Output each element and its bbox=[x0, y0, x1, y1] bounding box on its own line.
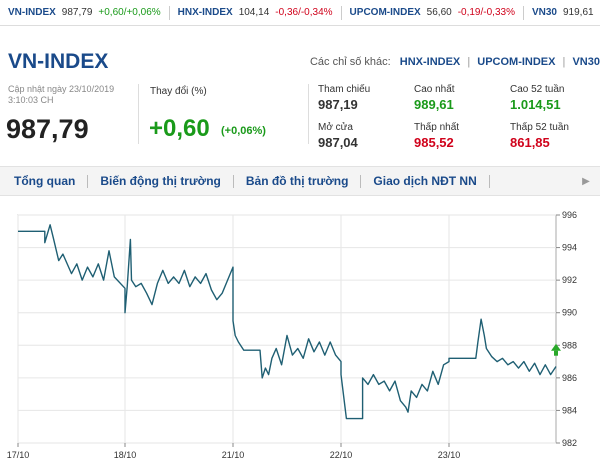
stat-value: 861,85 bbox=[510, 135, 550, 150]
ticker-price: 56,60 bbox=[426, 7, 452, 18]
ticker-name: VN-INDEX bbox=[8, 7, 56, 18]
ticker-change: -0,36/-0,34% bbox=[275, 7, 333, 18]
divider: | bbox=[467, 56, 471, 68]
x-tick-label: 23/10 bbox=[438, 450, 461, 460]
stat-high-52w: Cao 52 tuần 1.014,51 bbox=[510, 84, 565, 112]
y-tick-label: 990 bbox=[562, 308, 577, 318]
ticker-bar: VN-INDEX 987,79 +0,60/+0,06% HNX-INDEX 1… bbox=[0, 0, 600, 26]
stat-low-52w: Thấp 52 tuần 861,85 bbox=[510, 122, 569, 150]
change-label: Thay đổi (%) bbox=[150, 86, 207, 97]
divider: | bbox=[562, 56, 566, 68]
y-tick-label: 996 bbox=[562, 210, 577, 220]
link-vn30[interactable]: VN30 bbox=[572, 56, 600, 68]
plot-frame bbox=[17, 214, 557, 444]
stat-value: 1.014,51 bbox=[510, 97, 561, 112]
divider bbox=[138, 84, 139, 144]
ticker-item-upcomindex[interactable]: UPCOM-INDEX 56,60 -0,19/-0,33% bbox=[342, 5, 524, 20]
ticker-item-vnindex[interactable]: VN-INDEX 987,79 +0,60/+0,06% bbox=[0, 5, 170, 20]
ticker-item-hnxindex[interactable]: HNX-INDEX 104,14 -0,36/-0,34% bbox=[170, 5, 342, 20]
stat-label: Thấp nhất bbox=[414, 122, 460, 133]
intraday-chart: 982 984 986 988 990 992 994 996 17/10 18/10 21/10 2… bbox=[7, 210, 577, 460]
x-tick-label: 22/10 bbox=[330, 450, 353, 460]
change-percent: (+0,06%) bbox=[221, 125, 266, 137]
stat-value: 989,61 bbox=[414, 97, 454, 112]
current-price: 987,79 bbox=[6, 114, 89, 144]
stat-label: Cao nhất bbox=[414, 84, 455, 95]
stat-value: 985,52 bbox=[414, 135, 454, 150]
tab-market-movement[interactable]: Biến động thị trường bbox=[88, 174, 234, 188]
other-indices-label: Các chỉ số khác: bbox=[309, 56, 391, 68]
up-arrow-icon bbox=[554, 350, 558, 356]
stat-high: Cao nhất 989,61 bbox=[414, 84, 455, 112]
stat-label: Mở cửa bbox=[318, 122, 353, 133]
y-tick-label: 984 bbox=[562, 405, 577, 415]
stat-label: Cao 52 tuần bbox=[510, 84, 565, 95]
price-line bbox=[18, 224, 557, 420]
stat-value: 987,19 bbox=[318, 97, 358, 112]
tab-overview[interactable]: Tổng quan bbox=[0, 174, 89, 188]
stat-value: 987,04 bbox=[318, 135, 358, 150]
link-hnx-index[interactable]: HNX-INDEX bbox=[399, 56, 461, 68]
change-value: +0,60 bbox=[149, 115, 210, 142]
x-tick-label: 18/10 bbox=[114, 450, 137, 460]
stat-label: Tham chiếu bbox=[318, 84, 371, 95]
stat-open: Mở cửa 987,04 bbox=[318, 122, 358, 150]
y-tick-label: 992 bbox=[562, 275, 577, 285]
ticker-name: UPCOM-INDEX bbox=[349, 7, 421, 18]
page-title: VN-INDEX bbox=[8, 50, 109, 73]
chevron-right-icon[interactable]: ▶ bbox=[582, 175, 590, 187]
link-upcom-index[interactable]: UPCOM-INDEX bbox=[477, 56, 556, 68]
divider bbox=[308, 84, 309, 144]
ticker-item-vn30[interactable]: VN30 919,61 bbox=[524, 6, 600, 20]
ticker-price: 104,14 bbox=[238, 7, 270, 18]
y-tick-label: 994 bbox=[562, 243, 577, 253]
other-indices: Các chỉ số khác: HNX-INDEX | UPCOM-INDEX… bbox=[310, 56, 600, 68]
tab-bar: Tổng quan Biến động thị trường Bản đồ th… bbox=[0, 166, 600, 196]
y-tick-label: 986 bbox=[562, 373, 577, 383]
ticker-name: HNX-INDEX bbox=[177, 7, 233, 18]
stat-low: Thấp nhất 985,52 bbox=[414, 122, 459, 150]
ticker-price: 919,61 bbox=[562, 7, 594, 18]
ticker-change: -0,19/-0,33% bbox=[457, 7, 515, 18]
y-tick-label: 982 bbox=[562, 438, 577, 448]
tab-foreign-trading[interactable]: Giao dịch NĐT NN bbox=[361, 174, 490, 188]
ticker-name: VN30 bbox=[531, 7, 557, 18]
stat-reference: Tham chiếu 987,19 bbox=[318, 84, 370, 112]
ticker-price: 987,79 bbox=[61, 7, 93, 18]
stat-label: Thấp 52 tuần bbox=[510, 122, 569, 133]
ticker-change: +0,60/+0,06% bbox=[98, 7, 161, 18]
y-tick-label: 988 bbox=[562, 340, 577, 350]
update-time: Cập nhật ngày 23/10/2019 3:10:03 CH bbox=[8, 84, 115, 105]
tab-market-map[interactable]: Bản đồ thị trường bbox=[234, 174, 362, 188]
x-tick-label: 21/10 bbox=[222, 450, 245, 460]
x-tick-label: 17/10 bbox=[7, 450, 30, 460]
up-arrow-icon bbox=[551, 343, 561, 351]
